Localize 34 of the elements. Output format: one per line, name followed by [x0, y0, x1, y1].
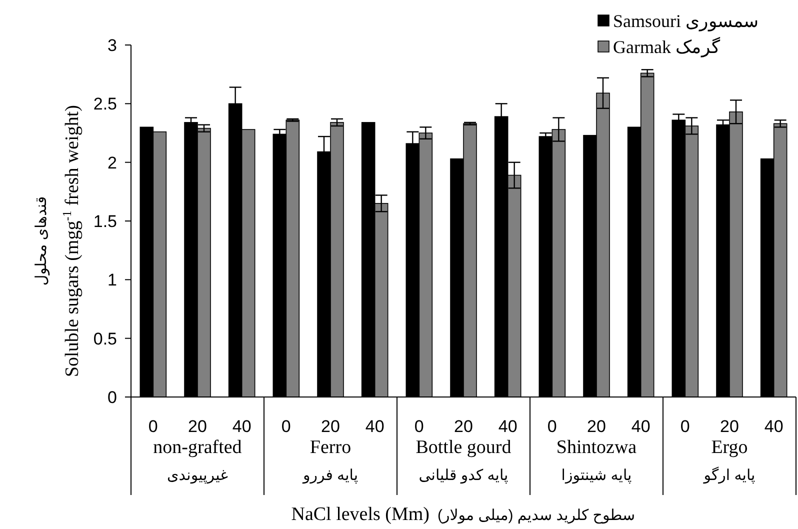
text: Shintozwa: [556, 437, 638, 458]
text: Ferro: [310, 437, 352, 458]
legend-label: Samsouri سمسوری: [613, 11, 759, 32]
text: پایه کدو قلیانی: [418, 467, 508, 484]
x-tick-label: 20: [587, 417, 606, 436]
x-tick-label: 40: [631, 417, 650, 436]
y-tick-label: 2: [108, 153, 117, 172]
x-tick-label: 40: [232, 417, 252, 436]
x-tick-label: 40: [365, 417, 384, 436]
x-tick-label: 20: [188, 417, 207, 436]
text: پایه ارگو: [702, 466, 756, 484]
text: Ergo: [711, 437, 748, 458]
text: پایه فررو: [302, 467, 358, 484]
x-tick-label: 40: [498, 417, 518, 436]
text: پایه شینتوزا: [561, 467, 632, 484]
y-tick-label: 3: [108, 36, 117, 55]
x-tick-label: 0: [547, 417, 557, 436]
y-tick-label: 1: [108, 270, 117, 290]
y-tick-label: 2.5: [93, 94, 117, 114]
x-tick-label: 20: [321, 417, 340, 436]
x-tick-label: 0: [680, 417, 690, 436]
x-tick-label: 0: [148, 417, 158, 436]
y-tick-label: 0.5: [93, 329, 117, 348]
legend-label: Garmak گرمک: [613, 36, 720, 58]
x-tick-label: 0: [281, 417, 291, 436]
x-tick-label: 0: [414, 417, 424, 436]
text: non-grafted: [153, 437, 242, 458]
text: غیرپیوندی: [167, 467, 228, 484]
x-tick-label: 20: [720, 417, 739, 436]
y-tick-label: 0: [108, 388, 117, 407]
x-tick-label: 20: [454, 417, 473, 436]
x-tick-label: 40: [764, 417, 784, 436]
text: Bottle gourd: [416, 437, 512, 458]
y-tick-label: 1.5: [93, 212, 117, 231]
